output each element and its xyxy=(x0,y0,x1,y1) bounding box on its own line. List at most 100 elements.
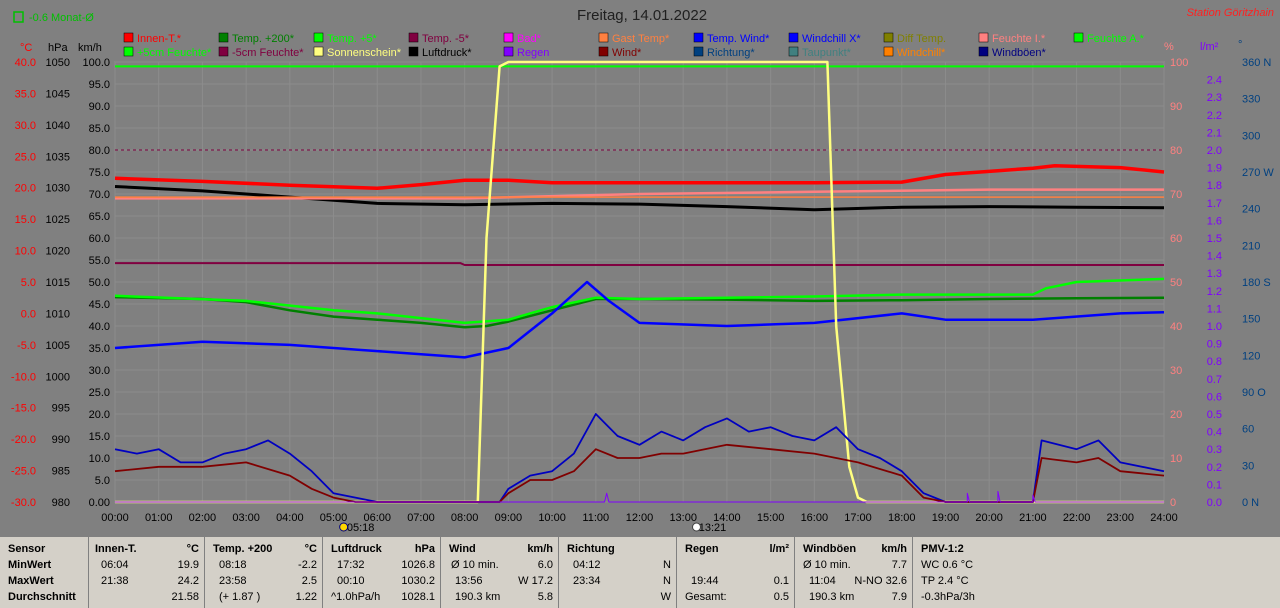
legend-label: Richtung* xyxy=(707,47,755,59)
temp-tick-label: -10.0 xyxy=(11,371,36,383)
legend-layer: Innen-T.* Temp. +200* Temp. +5* Temp. -5* Ba… xyxy=(123,32,1145,59)
legend-swatch xyxy=(218,46,229,57)
series-sonnenschein xyxy=(115,60,1164,504)
stats-header-wind: Wind xyxy=(449,543,476,555)
legend-swatch xyxy=(313,32,324,43)
stats-header-innen: Innen-T. xyxy=(95,543,137,555)
pressure-tick-label: 1025 xyxy=(46,214,70,226)
temp200-max-time: 23:58 xyxy=(219,575,247,587)
month-avg-icon xyxy=(13,11,24,23)
legend-label: Sonnenschein* xyxy=(327,47,402,59)
regen-total-label: Gesamt: xyxy=(685,591,727,603)
time-tick-label: 19:00 xyxy=(932,512,960,524)
wind-tick-label: 80.0 xyxy=(89,145,110,157)
rain-unit-label: l/m² xyxy=(1200,41,1219,53)
legend-label: Windchill X* xyxy=(802,33,861,45)
stats-unit-windboeen: km/h xyxy=(881,543,907,555)
temp-tick-label: 25.0 xyxy=(15,151,36,163)
humidity-tick-label: 40 xyxy=(1170,321,1182,333)
direction-tick-label: 240 xyxy=(1242,204,1260,216)
legend-label: Bad* xyxy=(517,33,542,45)
wind-tick-label: 0.00 xyxy=(89,497,110,509)
time-tick-label: 17:00 xyxy=(844,512,872,524)
wind-tick-label: 95.0 xyxy=(89,79,110,91)
pressure-tick-label: 1040 xyxy=(46,120,70,132)
pressure-unit-label: hPa xyxy=(48,42,68,54)
time-tick-label: 14:00 xyxy=(713,512,741,524)
pressure-tick-label: 1000 xyxy=(46,371,70,383)
regen-max-time: 19:44 xyxy=(691,575,719,587)
legend-swatch xyxy=(598,32,609,43)
boeen-max-time: 11:04 xyxy=(809,575,836,587)
grid xyxy=(114,61,1165,503)
wind-tick-label: 40.0 xyxy=(89,321,110,333)
series-temp-5 xyxy=(114,277,1165,325)
direction-tick-label: 270 W xyxy=(1242,167,1274,179)
humidity-tick-label: 50 xyxy=(1170,277,1182,289)
temp-tick-label: 30.0 xyxy=(15,120,36,132)
wind-unit-label: km/h xyxy=(78,42,102,54)
rain-tick-label: 1.2 xyxy=(1207,286,1222,298)
rain-tick-label: 1.6 xyxy=(1207,215,1222,227)
richtung-max-value: N xyxy=(663,575,671,587)
time-tick-label: 04:00 xyxy=(276,512,304,524)
time-tick-label: 09:00 xyxy=(495,512,523,524)
legend-label: Luftdruck* xyxy=(422,47,472,59)
rain-tick-label: 0.5 xyxy=(1207,409,1222,421)
innen-max-value: 24.2 xyxy=(177,575,199,587)
sunrise-label: 05:18 xyxy=(347,522,375,534)
wind-avg-value: 5.8 xyxy=(537,591,553,603)
legend-label: Temp. -5* xyxy=(422,33,470,45)
chart-title: Freitag, 14.01.2022 xyxy=(577,7,707,24)
temp200-avg-trend: (+ 1.87 ) xyxy=(219,591,261,603)
time-tick-label: 01:00 xyxy=(145,512,173,524)
stats-header-pmv: PMV-1:2 xyxy=(921,543,964,555)
rain-tick-label: 0.1 xyxy=(1207,479,1222,491)
rain-tick-label: 0.4 xyxy=(1207,427,1222,439)
pmv-pressure-trend: -0.3hPa/3h xyxy=(921,591,975,603)
wind-tick-label: 20.0 xyxy=(89,409,110,421)
time-tick-label: 23:00 xyxy=(1107,512,1135,524)
wind-tick-label: 70.0 xyxy=(89,189,110,201)
direction-tick-label: 300 xyxy=(1242,130,1260,142)
series-layer xyxy=(114,60,1165,504)
legend-label: Temp. +200* xyxy=(232,33,295,45)
station-name: Station Göritzhain xyxy=(1187,7,1274,19)
time-tick-label: 05:00 xyxy=(320,512,348,524)
wind-tick-label: 25.0 xyxy=(89,387,110,399)
legend-swatch xyxy=(1073,32,1084,43)
pressure-tick-label: 1005 xyxy=(46,340,70,352)
rain-tick-label: 1.3 xyxy=(1207,268,1222,280)
rain-tick-label: 0.2 xyxy=(1207,462,1222,474)
series-temp-wind xyxy=(114,280,1165,359)
legend-label: Windböen* xyxy=(992,47,1047,59)
stats-col-pmv: PMV-1:2 WC 0.6 °C TP 2.4 °C -0.3hPa/3h xyxy=(912,537,1280,608)
temp-tick-label: -5.0 xyxy=(17,340,36,352)
series-windb-en xyxy=(114,413,1165,503)
legend-label: Taupunkt* xyxy=(802,47,852,59)
time-tick-label: 00:00 xyxy=(101,512,129,524)
time-tick-label: 16:00 xyxy=(801,512,829,524)
legend-swatch xyxy=(408,32,419,43)
legend-label: Feuchte I.* xyxy=(992,33,1046,45)
temp200-avg-value: 1.22 xyxy=(295,591,317,603)
wind-tick-label: 60.0 xyxy=(89,233,110,245)
humidity-tick-label: 30 xyxy=(1170,365,1182,377)
legend-label: +5cm Feuchte* xyxy=(137,47,212,59)
temp-tick-label: 0.0 xyxy=(21,308,36,320)
luft-min-value: 1026.8 xyxy=(401,559,435,571)
temp-tick-label: 40.0 xyxy=(15,57,36,69)
stats-col-regen: Regen l/m² 19:44 0.1 Gesamt: 0.5 xyxy=(676,537,795,608)
temp-unit-label: °C xyxy=(20,42,32,54)
legend-label: Temp. Wind* xyxy=(707,33,770,45)
luft-trend: ^1.0hPa/h xyxy=(331,591,381,603)
legend-swatch xyxy=(788,32,799,43)
temp-tick-label: -15.0 xyxy=(11,403,36,415)
legend-swatch xyxy=(218,32,229,43)
legend-swatch xyxy=(883,32,894,43)
wind-max-time: 13:56 xyxy=(455,575,483,587)
direction-tick-label: 180 S xyxy=(1242,277,1271,289)
pressure-tick-label: 1015 xyxy=(46,277,70,289)
sunrise-icon xyxy=(339,522,349,532)
series-temp-5 xyxy=(115,262,1164,266)
